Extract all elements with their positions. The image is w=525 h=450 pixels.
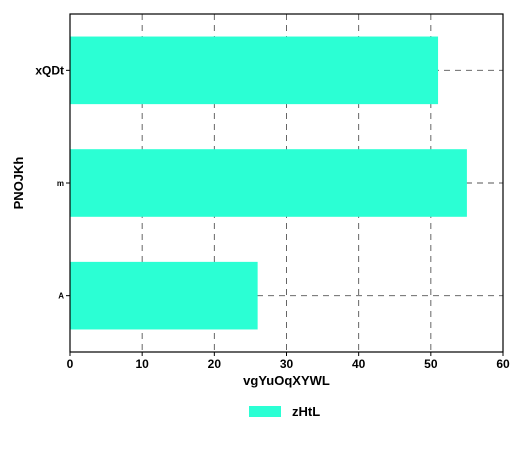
x-axis-ticks: 0 10 20 30 40 50 60 bbox=[67, 352, 510, 371]
x-tick-label: 30 bbox=[280, 357, 294, 371]
legend: zHtL bbox=[249, 404, 320, 419]
x-tick-label: 20 bbox=[208, 357, 222, 371]
legend-label: zHtL bbox=[292, 404, 320, 419]
x-tick-label: 60 bbox=[496, 357, 510, 371]
bars bbox=[70, 36, 467, 330]
bar-m bbox=[70, 149, 467, 217]
x-tick-label: 10 bbox=[135, 357, 149, 371]
x-tick-label: 40 bbox=[352, 357, 366, 371]
x-tick-label: 0 bbox=[67, 357, 74, 371]
legend-swatch bbox=[249, 406, 281, 417]
y-tick-label: m bbox=[57, 179, 64, 188]
x-tick-label: 50 bbox=[424, 357, 438, 371]
y-tick-label: xQDt bbox=[35, 64, 64, 78]
bar-xQDt bbox=[70, 36, 439, 105]
y-tick-label: A bbox=[58, 291, 64, 300]
bar-A bbox=[70, 261, 258, 330]
x-axis-title: vgYuOqXYWL bbox=[243, 373, 330, 388]
y-axis-title: PNOJKh bbox=[11, 157, 26, 210]
y-axis-ticks: xQDt m A bbox=[35, 64, 70, 300]
